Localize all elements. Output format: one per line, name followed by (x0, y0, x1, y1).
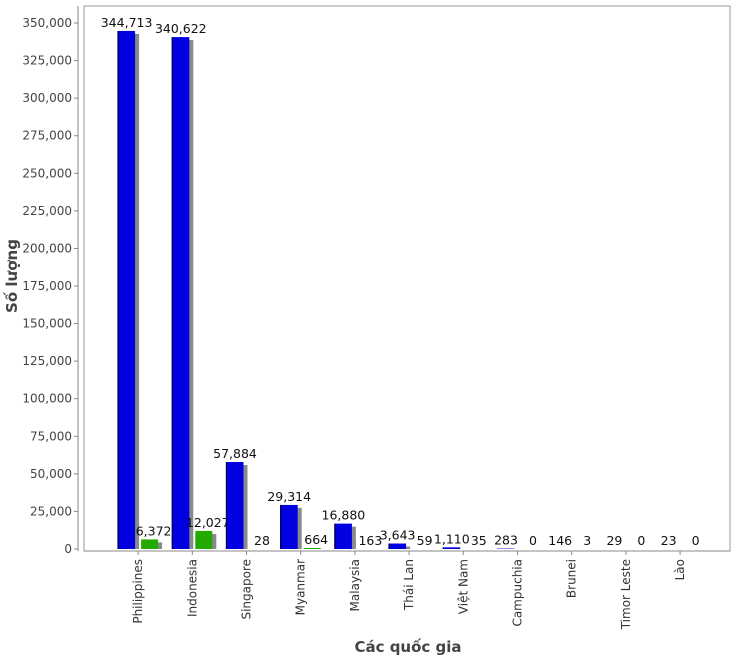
y-tick-label: 25,000 (30, 504, 72, 518)
x-tick-label: Philippines (131, 559, 145, 624)
data-label: 23 (661, 533, 677, 548)
y-tick-label: 125,000 (22, 354, 72, 368)
y-tick-label: 350,000 (22, 16, 72, 30)
bar (389, 543, 407, 549)
data-label: 344,713 (101, 15, 153, 30)
x-tick-label: Indonesia (185, 559, 199, 617)
bar (443, 547, 461, 549)
data-label: 6,372 (136, 523, 172, 538)
data-label: 146 (548, 533, 572, 548)
data-label: 16,880 (322, 508, 366, 523)
x-axis-title: Các quốc gia (354, 637, 461, 656)
data-label: 29,314 (267, 489, 311, 504)
data-label: 28 (254, 533, 270, 548)
data-label: 1,110 (434, 531, 470, 546)
bar (118, 30, 136, 549)
y-tick-label: 250,000 (22, 166, 72, 180)
x-tick-label: Singapore (240, 559, 254, 620)
data-label: 57,884 (213, 446, 257, 461)
bar (280, 504, 298, 549)
data-label: 664 (304, 532, 328, 547)
y-tick-label: 300,000 (22, 91, 72, 105)
bar (303, 548, 321, 549)
data-label: 283 (494, 533, 518, 548)
x-tick-label: Campuchia (511, 559, 525, 627)
data-label: 12,027 (186, 515, 230, 530)
data-label: 163 (358, 533, 382, 548)
bar (172, 37, 190, 549)
y-tick-label: 175,000 (22, 279, 72, 293)
x-tick-label: Việt Nam (456, 559, 470, 614)
bar (195, 530, 213, 549)
y-axis-title: Số lượng (2, 239, 21, 313)
y-tick-label: 225,000 (22, 204, 72, 218)
y-tick-label: 150,000 (22, 317, 72, 331)
data-label: 0 (529, 533, 537, 548)
data-label: 0 (637, 533, 645, 548)
data-label: 35 (471, 533, 487, 548)
y-tick-label: 0 (64, 542, 72, 556)
data-label: 3 (583, 533, 591, 548)
x-tick-label: Thái Lan (402, 559, 416, 611)
bar (226, 462, 244, 549)
x-tick-label: Lào (673, 559, 687, 580)
y-tick-label: 100,000 (22, 392, 72, 406)
data-label: 3,643 (380, 528, 416, 543)
x-tick-label: Malaysia (348, 559, 362, 611)
y-tick-label: 50,000 (30, 467, 72, 481)
y-tick-label: 325,000 (22, 54, 72, 68)
data-label: 340,622 (155, 21, 207, 36)
x-tick-label: Myanmar (294, 559, 308, 615)
y-tick-label: 275,000 (22, 129, 72, 143)
y-tick-label: 200,000 (22, 241, 72, 255)
x-tick-label: Timor Leste (619, 559, 633, 630)
y-tick-label: 75,000 (30, 429, 72, 443)
data-label: 59 (417, 533, 433, 548)
x-tick-label: Brunei (565, 559, 579, 598)
bar (334, 523, 352, 549)
data-label: 0 (692, 533, 700, 548)
bar (141, 539, 159, 549)
data-label: 29 (606, 533, 622, 548)
